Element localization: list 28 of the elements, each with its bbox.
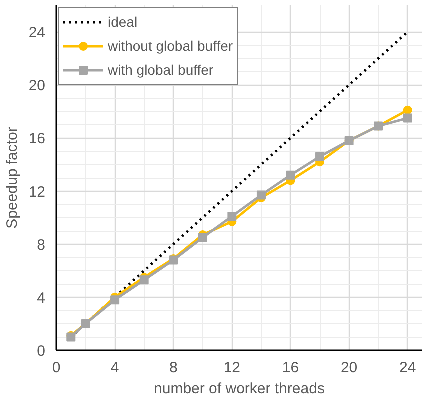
point <box>403 106 412 115</box>
point <box>228 212 237 221</box>
y-tick-label: 20 <box>28 78 46 95</box>
y-tick-label: 0 <box>37 343 46 360</box>
x-tick-label: 24 <box>400 360 416 376</box>
point <box>256 190 266 200</box>
x-tick-label: 0 <box>52 360 61 376</box>
legend-label: ideal <box>108 14 138 30</box>
point <box>286 170 296 180</box>
point <box>403 114 412 123</box>
legend-label: with global buffer <box>108 62 214 78</box>
point <box>316 152 325 162</box>
y-tick-label: 24 <box>28 24 46 42</box>
point <box>110 296 120 305</box>
y-tick-label: 16 <box>28 130 46 148</box>
point <box>140 276 149 285</box>
legend-label: without global buffer <box>108 38 234 54</box>
x-axis-title: number of worker threads <box>154 380 325 398</box>
x-tick-label: 16 <box>282 360 300 376</box>
x-tick-label: 8 <box>169 360 178 376</box>
y-tick-label: 4 <box>37 290 46 307</box>
x-tick-label: 12 <box>224 360 241 376</box>
y-tick-label: 8 <box>37 236 46 254</box>
point <box>198 233 208 242</box>
x-tick-label: 20 <box>340 360 358 376</box>
y-axis-title: Speedup factor <box>4 127 21 229</box>
y-tick-label: 12 <box>28 184 46 201</box>
x-tick-label: 4 <box>110 360 120 376</box>
